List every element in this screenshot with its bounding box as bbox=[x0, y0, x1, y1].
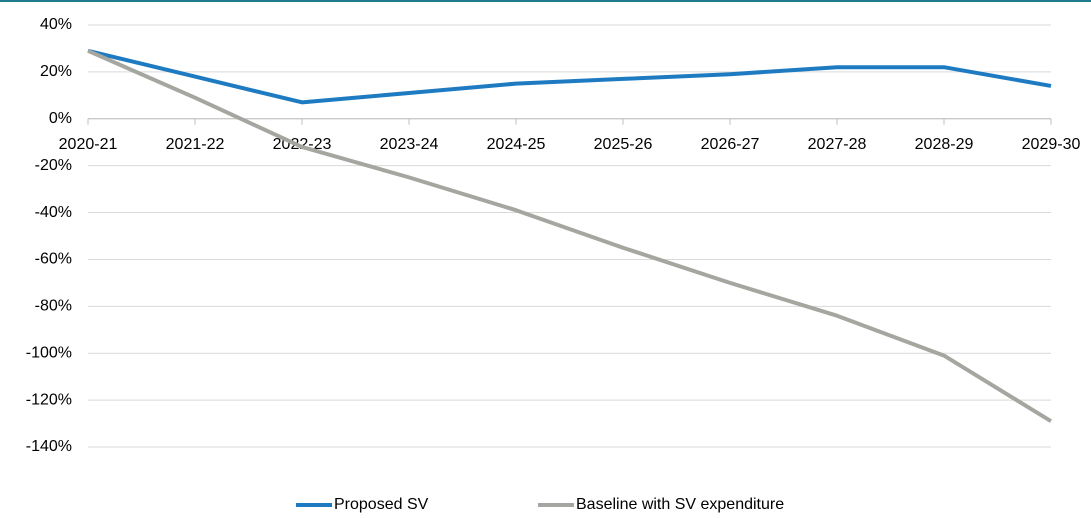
y-tick-label: -120% bbox=[26, 391, 72, 408]
legend-label: Proposed SV bbox=[334, 496, 429, 513]
y-tick-label: 20% bbox=[40, 63, 72, 80]
x-tick-label: 2028-29 bbox=[915, 136, 974, 153]
x-tick-label: 2026-27 bbox=[701, 136, 760, 153]
x-tick-label: 2023-24 bbox=[380, 136, 439, 153]
y-tick-label: -20% bbox=[35, 157, 72, 174]
y-tick-label: -100% bbox=[26, 344, 72, 361]
legend-label: Baseline with SV expenditure bbox=[576, 496, 784, 513]
x-tick-label: 2025-26 bbox=[594, 136, 653, 153]
x-tick-label: 2024-25 bbox=[487, 136, 546, 153]
x-tick-label: 2021-22 bbox=[166, 136, 225, 153]
series-line bbox=[87, 48, 1053, 423]
series-line bbox=[87, 48, 1052, 105]
y-tick-label: -40% bbox=[35, 204, 72, 221]
x-tick-label: 2027-28 bbox=[808, 136, 867, 153]
x-tick-label: 2020-21 bbox=[59, 136, 118, 153]
y-tick-label: -80% bbox=[35, 298, 72, 315]
y-tick-label: 0% bbox=[49, 110, 72, 127]
x-tick-label: 2029-30 bbox=[1022, 136, 1081, 153]
y-tick-label: -60% bbox=[35, 251, 72, 268]
y-tick-label: -140% bbox=[26, 438, 72, 455]
top-border bbox=[0, 0, 1091, 2]
y-tick-label: 40% bbox=[40, 16, 72, 33]
